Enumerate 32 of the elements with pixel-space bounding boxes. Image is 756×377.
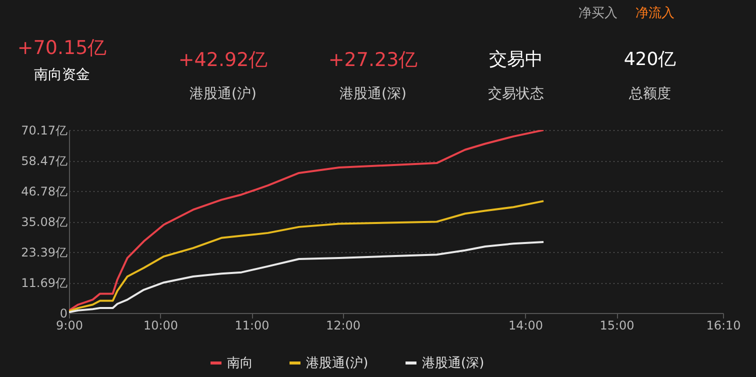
text: 南向资金 [34,67,90,83]
y-tick-label: 23.39亿 [21,246,68,260]
line-series [69,240,545,313]
x-tick-label: 10:00 [143,318,178,332]
legend-label: 港股通(沪) [306,355,368,371]
text: 交易状态 [488,86,544,102]
y-tick-label: 11.69亿 [21,276,68,290]
text: 净流入 [636,5,674,21]
y-tick-label: 70.17亿 [21,124,68,138]
y-tick-label: 58.47亿 [21,154,68,168]
text: +42.92亿 [178,49,268,71]
y-tick-label: 35.08亿 [21,215,68,230]
y-tick-label: 46.78亿 [21,184,68,198]
legend-label: 南向 [227,356,253,371]
x-tick-label: 14:00 [508,318,544,332]
text: 总额度 [628,86,671,102]
x-tick-label: 12:00 [326,318,361,332]
y-tick-label: 0 [60,306,68,320]
legend-label: 港股通(深) [422,356,484,371]
text: 港股通(沪) [190,86,256,102]
x-tick-label: 9:00 [56,318,83,332]
text: +27.23亿 [328,49,418,71]
line-series [69,200,545,312]
text: 港股通(深) [340,86,406,102]
line-series [69,130,545,312]
x-tick-label: 15:00 [600,318,634,332]
text: +70.15亿 [17,37,107,59]
text: 净买入 [578,6,618,21]
x-tick-label: 11:00 [234,318,270,332]
text: 420亿 [624,49,676,70]
x-tick-label: 16:10 [706,318,741,332]
text: 交易中 [489,49,543,70]
